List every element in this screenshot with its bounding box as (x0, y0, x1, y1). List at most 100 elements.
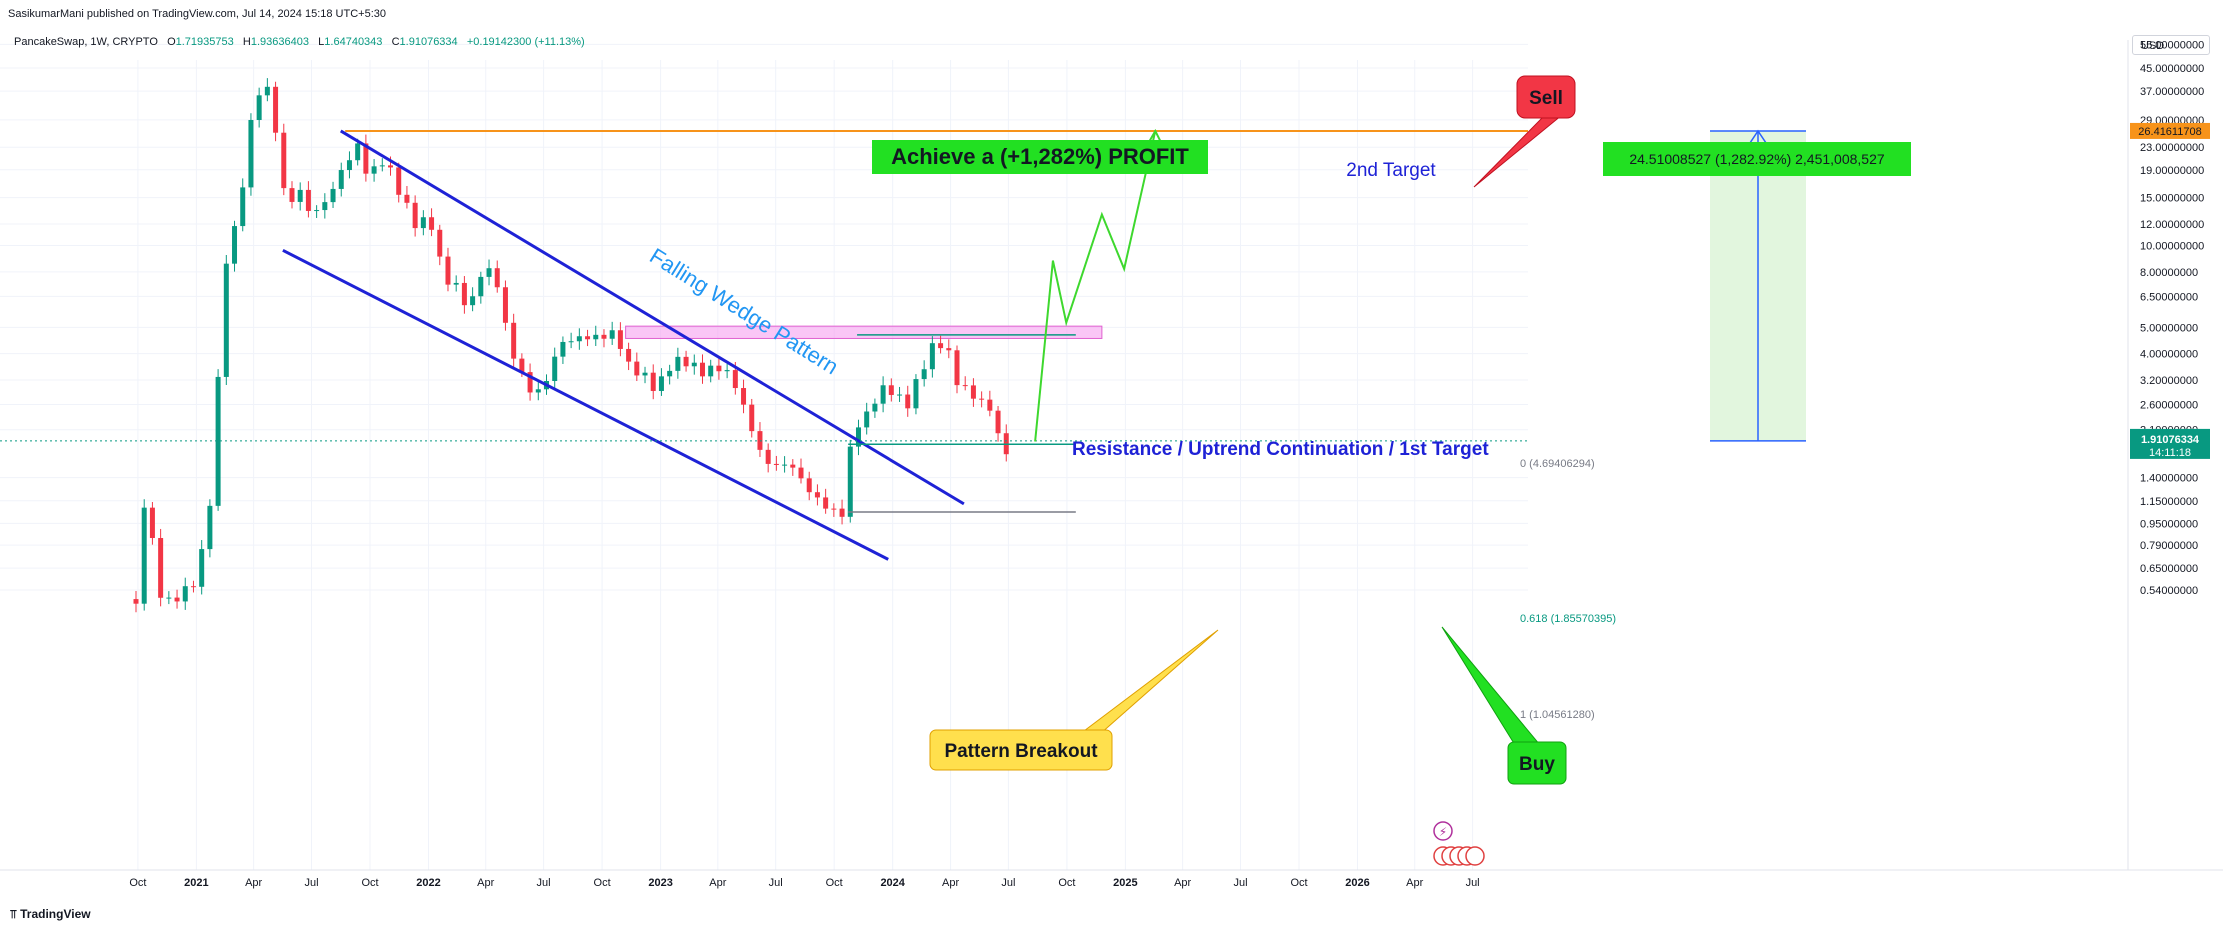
x-tick-label: 2022 (416, 877, 440, 889)
candle-body (429, 217, 435, 230)
candle-body (379, 165, 385, 167)
x-tick-label: 2026 (1345, 877, 1369, 889)
y-tick-label: 45.00000000 (2140, 63, 2204, 75)
target-price-tag (2130, 122, 2210, 139)
candle-body (232, 226, 238, 264)
x-tick-label: Jul (1466, 877, 1480, 889)
y-tick-label: 3.20000000 (2140, 375, 2198, 387)
candle-body (166, 597, 172, 599)
candle-body (281, 132, 287, 189)
x-tick-label: Jul (769, 877, 783, 889)
candle-body (330, 188, 336, 203)
candle-body (823, 497, 829, 509)
open-value: 1.71935753 (175, 36, 234, 48)
candle-body (790, 464, 796, 468)
wedge-lower-line (282, 248, 889, 561)
symbol-name[interactable]: PancakeSwap, 1W, CRYPTO (14, 36, 158, 48)
candle-body (297, 189, 303, 202)
x-tick-label: 2023 (648, 877, 672, 889)
y-tick-label: 15.00000000 (2140, 193, 2204, 205)
candle-body (995, 410, 1001, 434)
x-tick-label: Apr (477, 877, 494, 889)
candle-body (511, 322, 517, 359)
candle-body (962, 385, 968, 387)
candle-body (814, 492, 820, 498)
y-tick-label: 10.00000000 (2140, 241, 2204, 253)
candle-body (519, 358, 525, 373)
sell-callout-box (1516, 75, 1576, 119)
fib-1-label: 1 (1.04561280) (1520, 709, 1595, 721)
low-label: L (318, 36, 325, 48)
candle-body (650, 372, 656, 391)
fib-0-label: 0 (4.69406294) (1520, 458, 1595, 470)
candle-body (158, 538, 164, 598)
candle-body (388, 165, 394, 168)
y-tick-label: 0.54000000 (2140, 585, 2198, 597)
x-tick-label: Oct (129, 877, 146, 889)
x-tick-label: Apr (245, 877, 262, 889)
candle-body (683, 356, 689, 367)
projection-path (1034, 130, 1157, 442)
candle-body (273, 86, 279, 133)
y-tick-label: 12.00000000 (2140, 219, 2204, 231)
y-tick-label: 0.65000000 (2140, 563, 2198, 575)
x-tick-label: Apr (1174, 877, 1191, 889)
x-tick-label: Oct (361, 877, 378, 889)
measure-label: 24.51008527 (1,282.92%) 2,451,008,527 (1629, 151, 1885, 167)
candle-body (601, 334, 607, 339)
candle-body (741, 388, 747, 405)
candle-body (864, 411, 870, 428)
ohlc-legend: PancakeSwap, 1W, CRYPTO O1.71935753 H1.9… (14, 36, 585, 48)
countdown-text: 14:11:18 (2149, 447, 2191, 459)
x-tick-label: Apr (1406, 877, 1423, 889)
tradingview-logo: ⫪ TradingView (10, 907, 91, 921)
current-price-tag (2130, 428, 2210, 459)
candle-body (576, 336, 582, 342)
candle-body (363, 143, 369, 174)
candle-body (831, 508, 837, 510)
candle-body (929, 343, 935, 370)
sell-callout-tail (1473, 114, 1564, 188)
candle-body (412, 202, 418, 229)
candle-body (839, 508, 845, 517)
high-label: H (242, 36, 251, 48)
x-tick-label: Jul (537, 877, 551, 889)
candle-body (346, 160, 352, 171)
candle-body (527, 372, 533, 393)
second-target-label: 2nd Target (1346, 160, 1436, 181)
candle-body (314, 210, 320, 212)
y-tick-label: 1.15000000 (2140, 496, 2198, 508)
x-tick-label: 2024 (880, 877, 905, 889)
candle-body (478, 276, 484, 297)
candle-body (979, 398, 985, 400)
candle-body (626, 348, 632, 362)
candle-body (954, 350, 960, 386)
x-tick-label: 2025 (1113, 877, 1137, 889)
sell-label: Sell (1529, 88, 1563, 109)
x-tick-label: Jul (304, 877, 318, 889)
candle-body (568, 341, 574, 343)
currency-button[interactable]: USD (2132, 35, 2210, 55)
candle-body (880, 385, 886, 404)
candle-body (658, 376, 664, 391)
candle-body (946, 348, 952, 351)
candle-body (149, 507, 155, 539)
close-label: C (391, 36, 400, 48)
candle-body (609, 330, 615, 339)
candle-body (445, 256, 451, 285)
annotation-labels: Achieve a (+1,282%) PROFIT 2nd Target Sell… (645, 75, 2210, 866)
candle-body (634, 361, 640, 376)
candle-body (133, 599, 139, 604)
profit-label: Achieve a (+1,282%) PROFIT (891, 144, 1189, 169)
candle-body (355, 143, 361, 161)
x-tick-label: Apr (942, 877, 959, 889)
y-tick-label: 0.95000000 (2140, 518, 2198, 530)
candle-body (461, 282, 467, 306)
buy-callout-box (1507, 741, 1567, 785)
breakout-label: Pattern Breakout (944, 741, 1098, 762)
candle-body (773, 463, 779, 465)
y-tick-label: 23.00000000 (2140, 142, 2204, 154)
y-tick-label: 0.79000000 (2140, 540, 2198, 552)
fib-618-label: 0.618 (1.85570395) (1520, 613, 1616, 625)
